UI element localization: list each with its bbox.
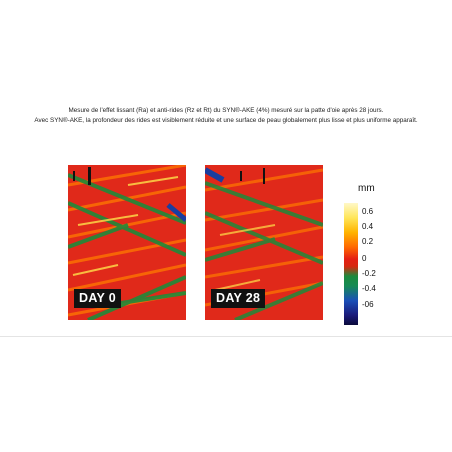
day-0-label: DAY 0 (74, 289, 121, 308)
day-28-label: DAY 28 (211, 289, 266, 308)
scale-tick: -06 (362, 300, 374, 309)
color-scale-legend: mm 0.6 0.4 0.2 0 -0.2 -0.4 -06 (344, 183, 404, 325)
caption-line-1: Mesure de l'effet lissant (Ra) et anti-r… (68, 107, 384, 114)
scale-tick: -0.2 (362, 269, 376, 278)
divider (0, 336, 452, 337)
scale-tick: 0.2 (362, 237, 374, 246)
day-0-panel: DAY 0 (68, 165, 186, 320)
color-scale-bar (344, 203, 358, 325)
scale-tick: -0.4 (362, 284, 376, 293)
scale-unit: mm (358, 183, 375, 194)
scale-tick: 0.4 (362, 222, 374, 231)
caption-line-2: Avec SYN®-AKE, la profondeur des rides e… (34, 117, 418, 124)
scale-tick: 0.6 (362, 207, 374, 216)
day-28-panel: DAY 28 (205, 165, 323, 320)
scale-tick: 0 (362, 254, 367, 263)
caption: Mesure de l'effet lissant (Ra) et anti-r… (0, 106, 452, 126)
